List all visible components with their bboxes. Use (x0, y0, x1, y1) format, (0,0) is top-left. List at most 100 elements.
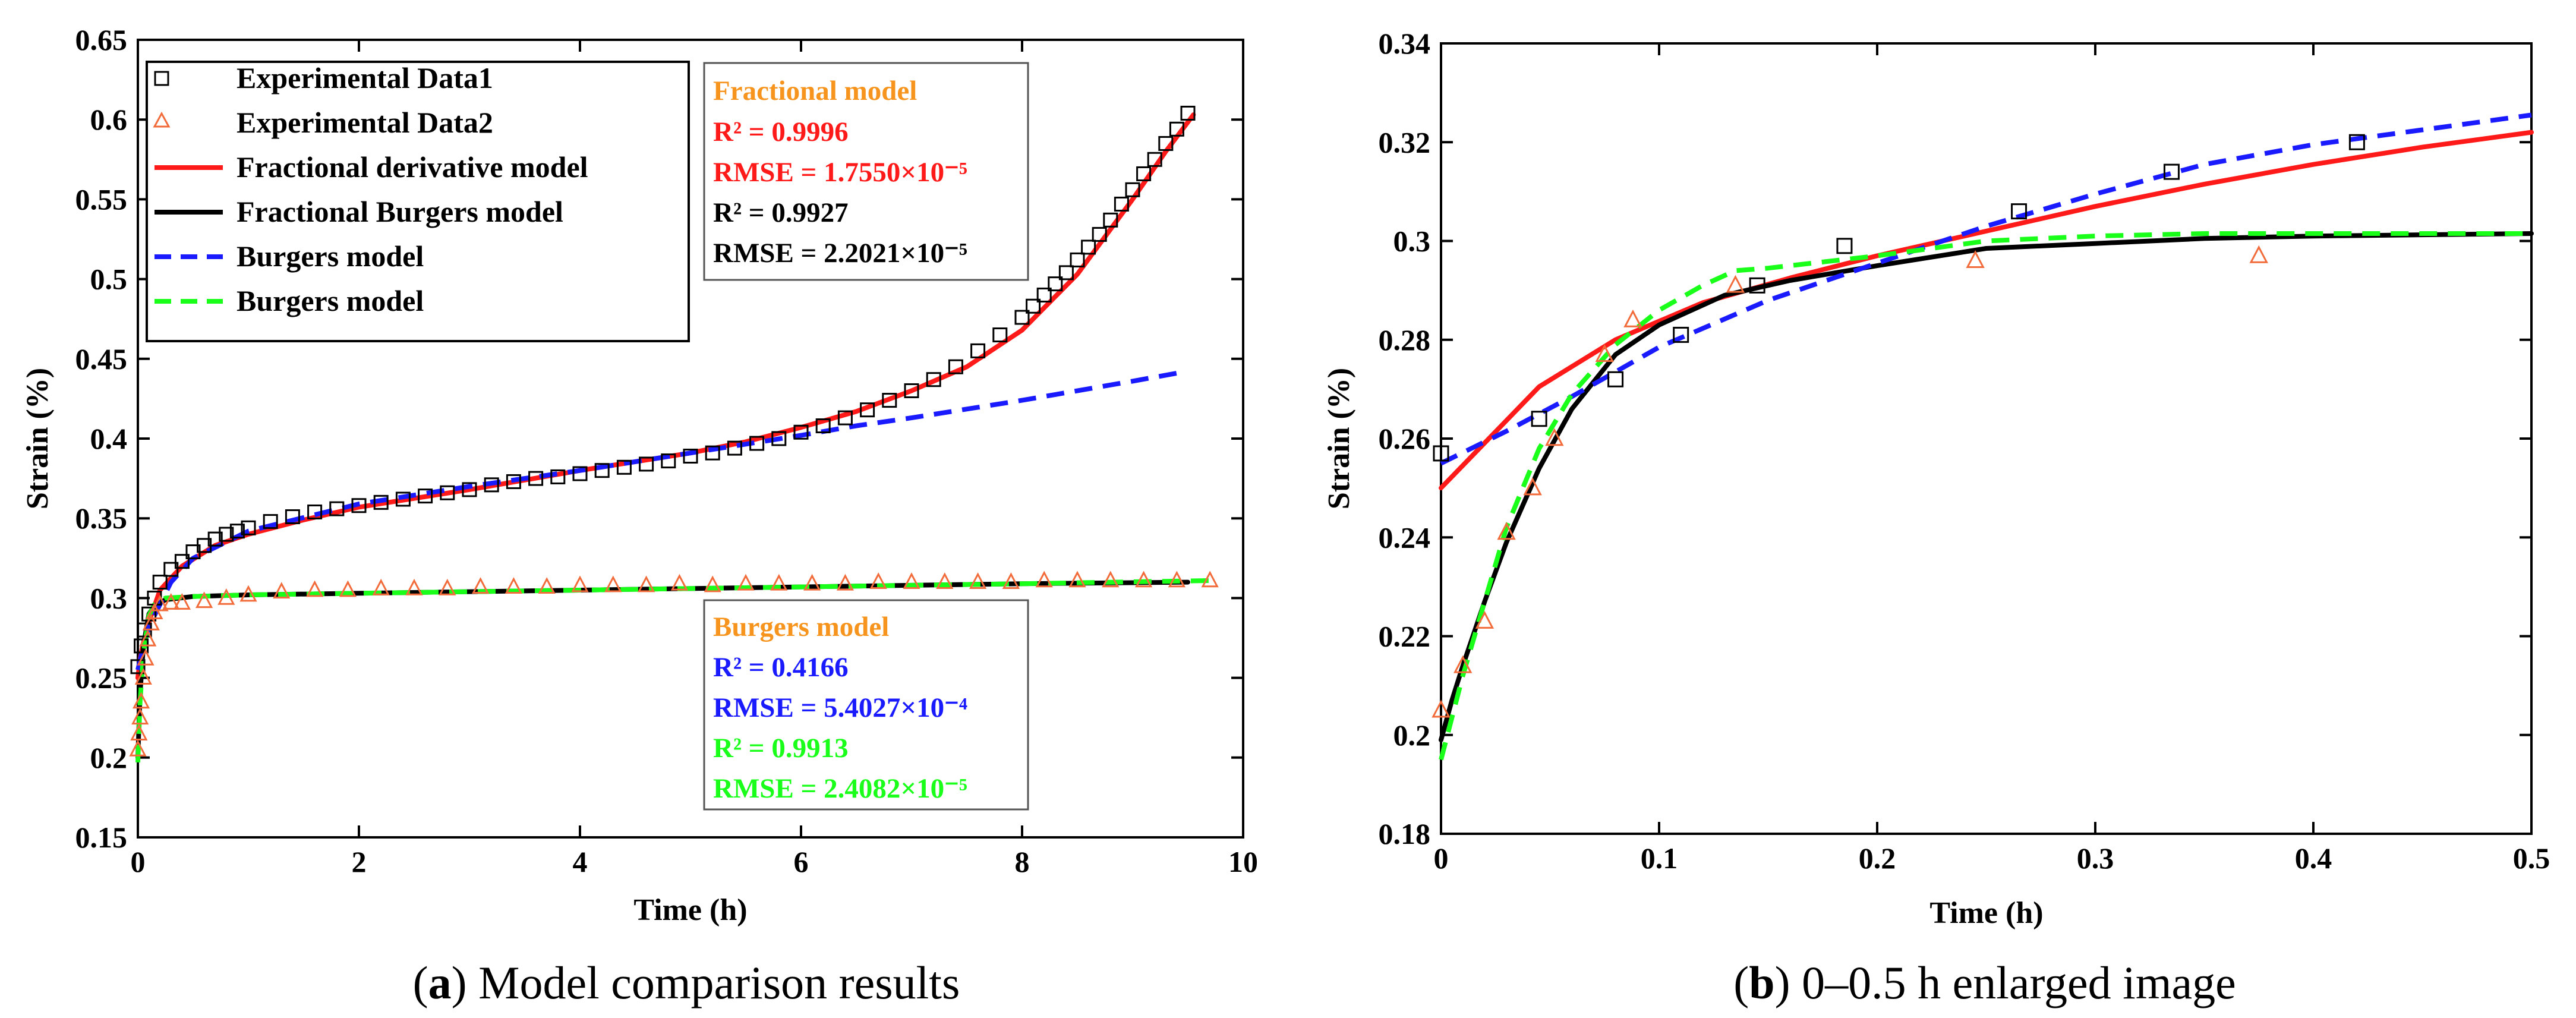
panel-b-chart: 0 0.1 0.2 0.3 0.4 0.5 0.18 0.2 0.22 0.24 0.26 0.28 0… (1322, 27, 2550, 1008)
data2-point (836, 573, 854, 591)
data1-point (1607, 371, 1624, 387)
legend-label: Experimental Data2 (237, 106, 493, 139)
legend: Experimental Data1 Experimental Data2 Fr… (146, 61, 690, 342)
data1-point (1836, 238, 1853, 254)
y-tick-label: 0.3 (90, 581, 128, 614)
data1-point (1048, 276, 1063, 292)
y-tick-label: 0.18 (1379, 817, 1431, 850)
data1-point (749, 436, 765, 451)
series-line-burgers-model (1440, 112, 2532, 466)
data1-point (174, 554, 190, 569)
data1-point (1092, 226, 1107, 242)
legend-label: Burgers model (237, 239, 424, 273)
data2-point (196, 591, 213, 609)
data2-point (1475, 610, 1494, 629)
data1-point (440, 485, 455, 500)
data1-point (418, 488, 433, 504)
data1-point (771, 431, 787, 446)
data2-point (1523, 477, 1542, 496)
data1-point (285, 509, 300, 525)
data2-point (133, 692, 150, 709)
x-tick-label: 0 (1434, 841, 1449, 875)
data2-point (1068, 571, 1086, 588)
x-tick-label: 8 (1015, 845, 1030, 878)
data2-point (137, 648, 155, 666)
data2-point (1726, 275, 1745, 293)
series-line-burgers-model (1439, 231, 2531, 761)
data1-point (948, 359, 963, 374)
panel-a-y-axis-label: Strain (%) (21, 368, 55, 509)
y-tick-label: 0.2 (90, 741, 128, 774)
data1-point (705, 445, 720, 461)
data1-point (395, 491, 411, 507)
y-tick-label: 0.45 (75, 342, 128, 376)
fractional-r2-black: R² = 0.9927 (713, 197, 849, 228)
data1-point (1070, 252, 1085, 267)
y-tick-label: 0.26 (1379, 422, 1431, 455)
y-tick-label: 0.4 (90, 422, 128, 455)
legend-label: Fractional Burgers model (237, 195, 563, 228)
data2-point (1545, 428, 1564, 446)
data1-point (1026, 298, 1041, 314)
data1-point (1180, 105, 1196, 121)
data2-point (472, 577, 490, 594)
data1-point (1114, 196, 1129, 212)
data1-point (2163, 163, 2180, 180)
data2-point (306, 580, 324, 597)
data1-point (1433, 445, 1449, 462)
data1-point (1531, 411, 1547, 427)
data2-point (1201, 571, 1219, 588)
fractional-rmse-red: RMSE = 1.7550×10⁻⁵ (713, 157, 967, 188)
data2-point (162, 593, 180, 610)
data2-point (139, 629, 157, 647)
data1-point (2011, 203, 2028, 220)
data1-point (152, 575, 168, 590)
data1-point (130, 659, 146, 675)
data1-point (616, 459, 632, 475)
data1-point (506, 474, 521, 489)
data2-point (439, 578, 456, 595)
legend-label: Experimental Data1 (237, 61, 493, 94)
data1-point (727, 440, 742, 456)
data2-point (1623, 309, 1642, 327)
legend-label: Burgers model (237, 284, 424, 317)
data2-point (737, 573, 755, 591)
x-tick-label: 0.5 (2513, 841, 2550, 875)
data2-point (239, 585, 257, 602)
data2-point (704, 575, 721, 592)
legend-square-marker (154, 71, 169, 86)
data1-point (837, 410, 853, 426)
y-tick-label: 0.55 (75, 182, 128, 216)
data1-point (793, 424, 809, 440)
caption-a: (a) Model comparison results (413, 957, 960, 1008)
data1-point (351, 498, 367, 513)
data1-point (970, 343, 986, 358)
data2-point (1135, 571, 1153, 588)
data2-point (129, 739, 147, 757)
data2-point (903, 572, 920, 589)
data1-point (1673, 326, 1689, 343)
panel-b-plot-frame (1440, 42, 2533, 835)
panel-b-x-axis-label: Time (h) (1929, 896, 2043, 930)
y-tick-label: 0.24 (1379, 521, 1431, 554)
data2-point (969, 572, 987, 589)
data1-point (594, 463, 610, 478)
series-line-burgers-model (135, 578, 1210, 763)
data2-point (638, 575, 655, 592)
data1-point (904, 383, 919, 398)
data1-point (661, 453, 676, 469)
data2-point (1102, 571, 1120, 588)
data2-point (405, 578, 423, 595)
panel-b-axes: 0 0.1 0.2 0.3 0.4 0.5 0.18 0.2 0.22 0.24 0.26 0.28 0… (1379, 27, 2550, 875)
x-tick-label: 0 (131, 845, 146, 878)
data1-point (815, 418, 831, 434)
data1-point (219, 527, 234, 542)
panel-b-series (1432, 112, 2534, 761)
fractional-box-title: Fractional model (713, 75, 917, 106)
data2-point (372, 578, 390, 595)
data1-point (1749, 277, 1765, 294)
data2-point (1002, 572, 1020, 589)
panel-a-axes: 0 2 4 6 8 10 0.15 0.2 0.25 0.3 0.35 0.4 0.45 0.5 0.55 0… (75, 23, 1259, 878)
data2-point (869, 572, 887, 589)
